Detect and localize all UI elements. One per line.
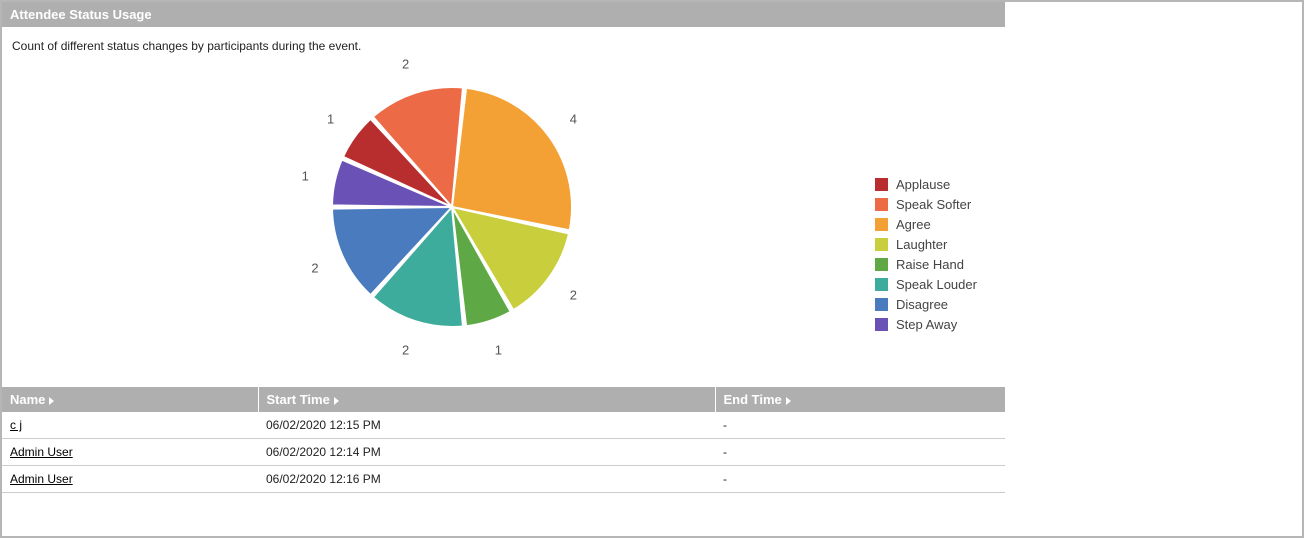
pie-chart-area: 12421221 ApplauseSpeak SofterAgreeLaught… [2, 57, 1005, 387]
legend-label: Laughter [896, 237, 947, 252]
table-body: c j 06/02/2020 12:15 PM- Admin User 06/02/2… [2, 412, 1005, 493]
column-header-label: End Time [724, 392, 782, 407]
table-row: Admin User 06/02/2020 12:14 PM- [2, 439, 1005, 466]
pie-chart: 12421221 [332, 87, 572, 327]
legend-label: Applause [896, 177, 950, 192]
cell-end: - [715, 466, 1005, 493]
legend-label: Speak Softer [896, 197, 971, 212]
legend-swatch [875, 298, 888, 311]
legend-item: Raise Hand [875, 257, 977, 272]
legend-label: Disagree [896, 297, 948, 312]
legend-item: Step Away [875, 317, 977, 332]
table-row: c j 06/02/2020 12:15 PM- [2, 412, 1005, 439]
table-row: Admin User 06/02/2020 12:16 PM- [2, 466, 1005, 493]
legend-item: Speak Louder [875, 277, 977, 292]
legend-swatch [875, 238, 888, 251]
slice-value-label: 1 [495, 342, 502, 357]
panel-header: Attendee Status Usage [2, 2, 1005, 27]
legend-swatch [875, 278, 888, 291]
sort-arrow-icon [49, 397, 54, 405]
legend-swatch [875, 178, 888, 191]
sort-arrow-icon [334, 397, 339, 405]
name-link[interactable]: Admin User [10, 445, 73, 459]
column-header-label: Start Time [267, 392, 330, 407]
legend-swatch [875, 258, 888, 271]
legend-item: Applause [875, 177, 977, 192]
slice-value-label: 4 [570, 111, 577, 126]
legend-swatch [875, 198, 888, 211]
legend-swatch [875, 318, 888, 331]
cell-name: Admin User [2, 439, 258, 466]
column-header-name[interactable]: Name [2, 387, 258, 412]
pie-legend: Applause Speak Softer Agree Laughter Raise H… [875, 177, 977, 337]
cell-start: 06/02/2020 12:16 PM [258, 466, 715, 493]
slice-value-label: 2 [402, 57, 409, 72]
legend-swatch [875, 218, 888, 231]
legend-item: Speak Softer [875, 197, 977, 212]
column-header-end[interactable]: End Time [715, 387, 1005, 412]
cell-name: c j [2, 412, 258, 439]
legend-item: Disagree [875, 297, 977, 312]
name-link[interactable]: c j [10, 418, 22, 432]
pie-slice [452, 88, 572, 231]
slice-value-label: 1 [327, 111, 334, 126]
data-table: Name Start Time End Time c j 06/02/2020 12:… [2, 387, 1005, 493]
column-header-start[interactable]: Start Time [258, 387, 715, 412]
column-header-label: Name [10, 392, 45, 407]
legend-label: Raise Hand [896, 257, 964, 272]
legend-label: Step Away [896, 317, 957, 332]
panel-title: Attendee Status Usage [10, 7, 152, 22]
legend-label: Agree [896, 217, 931, 232]
legend-item: Agree [875, 217, 977, 232]
slice-value-label: 1 [302, 168, 309, 183]
cell-name: Admin User [2, 466, 258, 493]
legend-item: Laughter [875, 237, 977, 252]
cell-end: - [715, 439, 1005, 466]
table-header-row: Name Start Time End Time [2, 387, 1005, 412]
name-link[interactable]: Admin User [10, 472, 73, 486]
legend-label: Speak Louder [896, 277, 977, 292]
cell-end: - [715, 412, 1005, 439]
sort-arrow-icon [786, 397, 791, 405]
cell-start: 06/02/2020 12:14 PM [258, 439, 715, 466]
slice-value-label: 2 [311, 261, 318, 276]
cell-start: 06/02/2020 12:15 PM [258, 412, 715, 439]
panel-subtitle: Count of different status changes by par… [2, 27, 1302, 57]
slice-value-label: 2 [402, 342, 409, 357]
slice-value-label: 2 [570, 288, 577, 303]
